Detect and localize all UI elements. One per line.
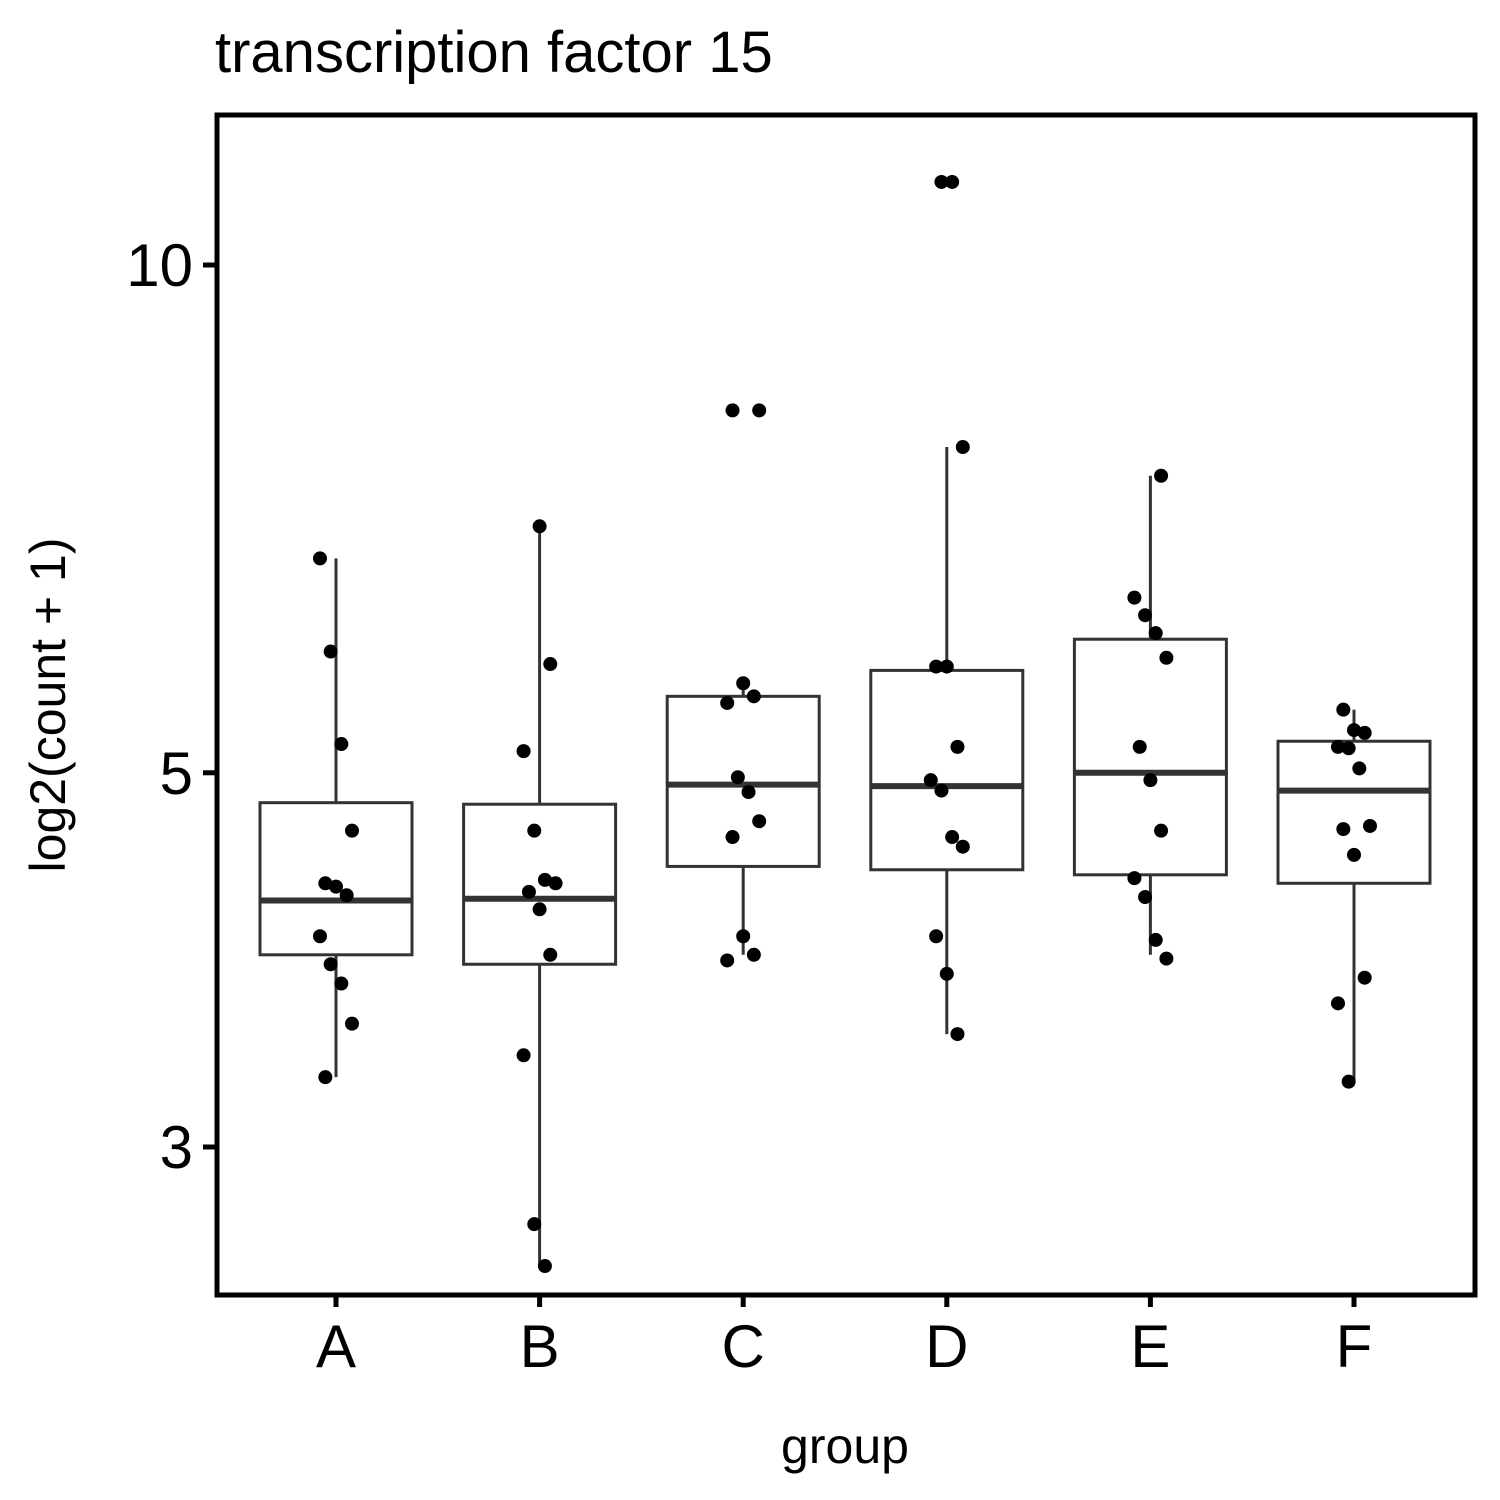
point-F-7 [1336,822,1351,837]
point-F-5 [1352,761,1367,776]
point-E-11 [1159,951,1174,966]
point-A-1 [323,644,338,659]
point-B-9 [516,1048,531,1063]
point-F-8 [1347,847,1361,862]
point-E-0 [1154,468,1169,483]
axes: 3 5 10 A B C D E F [126,232,1372,1380]
point-B-1 [543,657,558,672]
point-B-5 [548,876,563,891]
point-E-1 [1127,590,1142,605]
point-C-11 [720,953,735,968]
point-B-10 [527,1217,542,1232]
point-A-10 [345,1016,359,1031]
point-B-6 [521,884,536,899]
point-F-4 [1341,741,1356,756]
point-D-8 [945,830,960,845]
y-tick-label-5: 5 [160,740,193,807]
point-D-0 [934,174,949,189]
point-D-7 [934,783,949,798]
point-B-3 [527,823,542,838]
point-C-1 [725,403,740,418]
point-A-9 [334,976,349,991]
x-tick-label-F: F [1336,1313,1373,1380]
point-D-6 [923,773,938,788]
x-axis-title: group [781,1418,909,1474]
point-F-0 [1336,702,1351,717]
x-tick-label-D: D [925,1313,968,1380]
x-tick-label-E: E [1130,1313,1170,1380]
point-D-5 [950,739,965,754]
point-F-6 [1363,818,1377,833]
point-D-4 [939,659,954,674]
point-E-7 [1154,823,1169,838]
point-C-4 [720,695,735,710]
point-A-5 [329,879,343,894]
point-B-2 [516,744,531,759]
point-F-9 [1357,970,1372,985]
point-A-2 [334,737,349,752]
point-A-4 [318,876,333,891]
point-F-3 [1331,739,1345,754]
point-A-3 [345,823,359,838]
point-C-6 [741,785,756,800]
point-F-2 [1357,725,1372,740]
x-tick-label-B: B [520,1313,560,1380]
point-F-1 [1347,723,1361,738]
plot-area [258,174,1432,1274]
point-B-8 [543,947,558,962]
point-E-3 [1148,626,1163,641]
point-C-0 [752,403,767,418]
point-C-5 [730,770,745,785]
point-D-3 [929,659,944,674]
point-D-9 [955,839,970,854]
point-C-10 [746,947,761,962]
point-E-5 [1132,739,1147,754]
y-tick-label-3: 3 [160,1114,193,1181]
point-C-7 [752,814,767,829]
point-E-6 [1143,773,1158,788]
point-D-11 [939,966,954,981]
point-E-8 [1127,871,1142,886]
point-A-6 [339,888,354,903]
point-A-11 [318,1070,333,1085]
point-A-7 [313,929,327,944]
point-E-4 [1159,650,1174,665]
point-D-1 [945,174,960,189]
x-tick-label-A: A [316,1313,356,1380]
point-F-10 [1331,996,1345,1011]
point-E-2 [1138,608,1153,623]
plot-frame [214,112,1478,1298]
box-A [258,801,414,957]
point-C-3 [746,689,761,704]
point-D-10 [929,929,944,944]
point-E-10 [1148,932,1163,947]
box-E [1072,637,1228,877]
point-F-11 [1341,1074,1356,1089]
point-B-0 [532,519,547,534]
point-C-8 [725,830,740,845]
x-tick-label-C: C [722,1313,765,1380]
point-B-11 [537,1259,552,1274]
point-C-9 [736,929,751,944]
point-C-2 [736,676,751,691]
point-D-12 [950,1027,965,1042]
y-tick-label-10: 10 [126,232,193,299]
point-B-7 [532,902,547,917]
point-B-4 [537,872,552,887]
point-A-0 [313,551,327,566]
point-D-2 [955,440,970,455]
point-A-8 [323,957,338,972]
y-axis-title: log2(count + 1) [20,538,76,873]
point-E-9 [1138,890,1153,905]
box-F [1276,739,1432,885]
chart-title: transcription factor 15 [215,20,773,85]
